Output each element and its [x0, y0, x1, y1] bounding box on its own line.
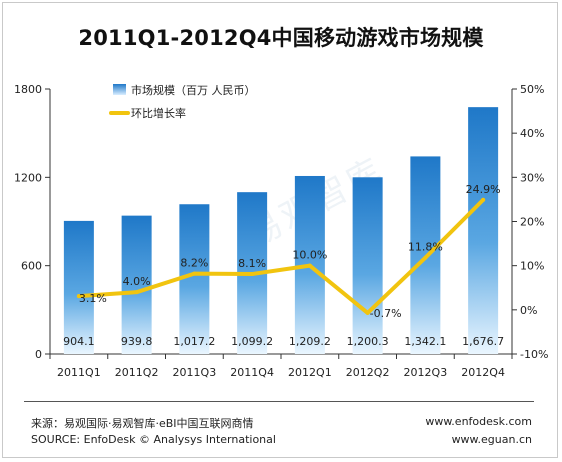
x-tick-label: 2011Q4 — [230, 366, 274, 379]
y-left-tick-label: 1800 — [14, 83, 42, 96]
y-right-tick-label: -10% — [520, 348, 548, 361]
growth-value-label: -0.7% — [370, 307, 402, 320]
bar-value-label: 1,209.2 — [289, 335, 331, 348]
chart-frame — [2, 2, 558, 458]
y-right-tick-label: 10% — [520, 260, 544, 273]
bar-value-label: 1,342.1 — [404, 335, 446, 348]
x-tick-label: 2011Q3 — [173, 366, 217, 379]
growth-value-label: 4.0% — [123, 275, 151, 288]
growth-labels-layer: 3.1% 4.0% 8.2% 8.1% 10.0% -0.7% 11.8% 24.9% — [79, 183, 501, 320]
growth-point — [250, 272, 255, 277]
growth-value-label: 8.2% — [180, 257, 208, 270]
growth-value-label: 3.1% — [79, 292, 107, 305]
growth-line-layer — [76, 197, 486, 315]
x-tick-label: 2012Q2 — [346, 366, 390, 379]
site-enfodesk: www.enfodesk.com — [425, 415, 532, 428]
y-right-tick-label: 30% — [520, 171, 544, 184]
x-tick-label: 2011Q2 — [115, 366, 159, 379]
growth-point — [365, 310, 370, 315]
bar-value-label: 1,099.2 — [231, 335, 273, 348]
bar-value-label: 939.8 — [121, 335, 153, 348]
source-en: SOURCE: EnfoDesk © Analysys Internationa… — [31, 433, 276, 446]
x-tick-label: 2012Q3 — [404, 366, 448, 379]
footer-divider — [24, 401, 534, 402]
bar — [468, 107, 499, 354]
growth-value-label: 8.1% — [238, 257, 266, 270]
chart-title: 2011Q1-2012Q4中国移动游戏市场规模 — [78, 26, 484, 50]
x-tick-label: 2012Q1 — [288, 366, 332, 379]
growth-point — [192, 271, 197, 276]
growth-value-label: 24.9% — [466, 183, 501, 196]
x-tick-label: 2012Q4 — [461, 366, 505, 379]
growth-value-label: 10.0% — [292, 249, 327, 262]
y-right-tick-label: 0% — [520, 304, 537, 317]
bars-layer — [63, 107, 499, 354]
y-right-tick-label: 20% — [520, 216, 544, 229]
bar-value-label: 904.1 — [63, 335, 95, 348]
bar — [352, 177, 383, 354]
growth-value-label: 11.8% — [408, 241, 443, 254]
bar — [121, 215, 152, 354]
site-eguan: www.eguan.cn — [451, 433, 532, 446]
legend-label-bar: 市场规模（百万 人民币） — [131, 83, 256, 97]
y-left-tick-label: 600 — [21, 260, 42, 273]
bar-value-label: 1,200.3 — [347, 335, 389, 348]
growth-point — [423, 255, 428, 260]
legend-label-line: 环比增长率 — [131, 106, 186, 120]
y-left-tick-label: 1200 — [14, 171, 42, 184]
bar-value-label: 1,676.7 — [462, 335, 504, 348]
y-left-tick-label: 0 — [35, 348, 42, 361]
growth-point — [307, 263, 312, 268]
x-tick-label: 2011Q1 — [57, 366, 101, 379]
y-right-tick-label: 40% — [520, 127, 544, 140]
bar — [179, 204, 210, 354]
growth-point — [134, 290, 139, 295]
bar-labels-layer: 904.1 939.8 1,017.2 1,099.2 1,209.2 1,200.3 1,… — [63, 335, 504, 348]
source-cn: 来源：易观国际·易观智库·eBI中国互联网商情 — [31, 417, 254, 430]
bar-value-label: 1,017.2 — [173, 335, 215, 348]
bar — [63, 220, 94, 354]
growth-point — [481, 197, 486, 202]
legend: 市场规模（百万 人民币） 环比增长率 — [109, 83, 256, 120]
growth-line — [76, 197, 486, 315]
legend-swatch-bar — [113, 84, 126, 95]
growth-point — [76, 294, 81, 299]
y-right-tick-label: 50% — [520, 83, 544, 96]
